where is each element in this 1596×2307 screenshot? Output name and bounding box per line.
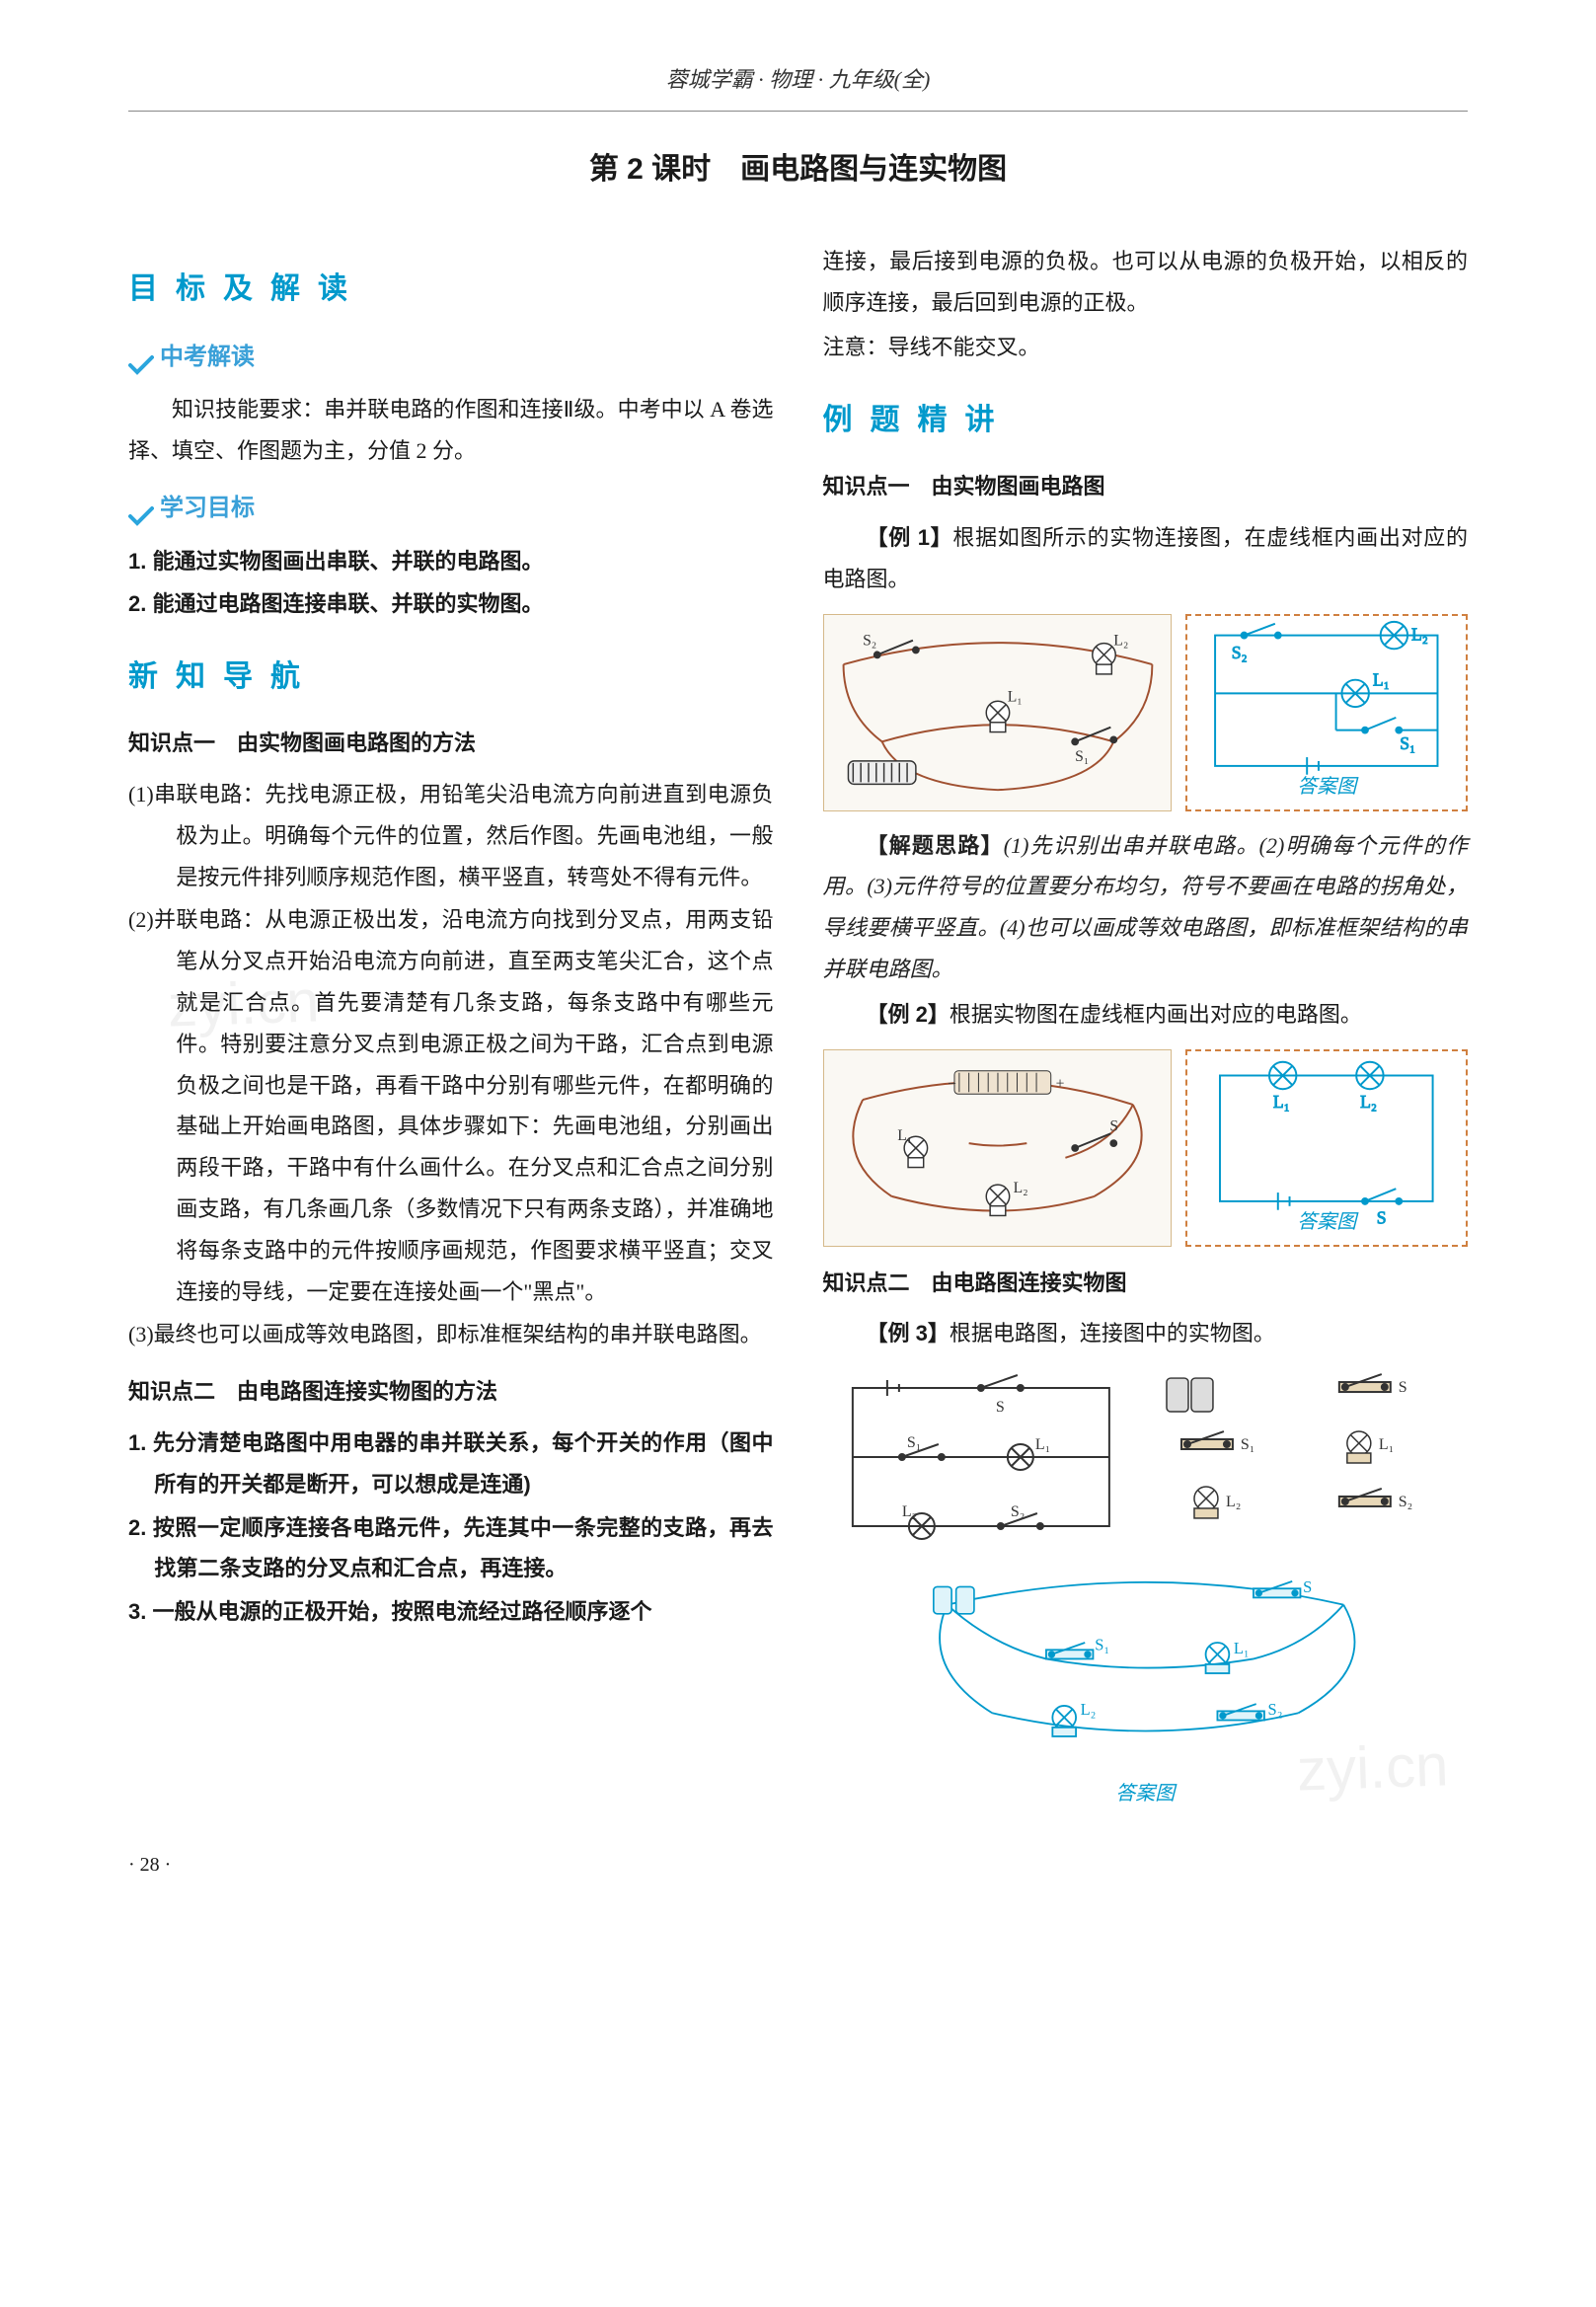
k2-item2: 2. 按照一定顺序连接各电路元件，先连其中一条完整的支路，再去找第二条支路的分叉…: [128, 1507, 774, 1590]
ans2-L2: L₂: [1361, 1091, 1378, 1111]
subheading-xuexi-label: 学习目标: [160, 486, 255, 531]
figure3-components: S S₁ L₁ L₂ S₂: [1152, 1368, 1468, 1546]
f3-L1: L₁: [1034, 1436, 1049, 1453]
left-column: 目标及解读 中考解读 知识技能要求：串并联电路的作图和连接Ⅱ级。中考中以 A 卷…: [128, 237, 774, 1816]
k2-item2-text: 2. 按照一定顺序连接各电路元件，先连其中一条完整的支路，再去找第二条支路的分叉…: [128, 1515, 774, 1581]
subheading-xuexi: 学习目标: [128, 486, 774, 531]
svg-text:+: +: [1055, 1075, 1064, 1092]
figure3-answer: S S₁ L₁ L₂ S₂ 答案图: [887, 1560, 1404, 1812]
ans1-L1: L₁: [1373, 669, 1390, 689]
ex3-text: 根据电路图，连接图中的实物图。: [950, 1321, 1275, 1346]
check-icon: [128, 498, 154, 519]
a3-S2: S₂: [1267, 1700, 1282, 1719]
ex1-sol-label: 【解题思路】: [867, 833, 1004, 858]
ans1-S2: S₂: [1232, 643, 1248, 662]
ex2: 【例 2】根据实物图在虚线框内画出对应的电路图。: [823, 994, 1469, 1036]
page-number: · 28 ·: [128, 1846, 1468, 1884]
label-L2: L₂: [1113, 632, 1128, 649]
answer-caption-2: 答案图: [1187, 1203, 1466, 1241]
k1-heading: 知识点一 由实物图画电路图的方法: [128, 723, 774, 764]
k1-item2: (2)并联电路：从电源正极出发，沿电流方向找到分叉点，用两支铅笔从分叉点开始沿电…: [128, 899, 774, 1312]
answer-caption-1: 答案图: [1187, 768, 1466, 806]
k2-item3: 3. 一般从电源的正极开始，按照电流经过路径顺序逐个: [128, 1591, 774, 1633]
figure1-answer: S₂ L₂ L₁ S₁ 答案图: [1185, 614, 1468, 811]
figure3-diagram: S S₁ L₁ L₂ S₂: [823, 1368, 1139, 1546]
figure3-row: S S₁ L₁ L₂ S₂: [823, 1368, 1469, 1546]
cont-p1: 连接，最后接到电源的负极。也可以从电源的负极开始，以相反的顺序连接，最后回到电源…: [823, 241, 1469, 324]
f3-S: S: [995, 1399, 1004, 1416]
ex2-label: 【例 2】: [867, 1002, 950, 1027]
ex3: 【例 3】根据电路图，连接图中的实物图。: [823, 1313, 1469, 1354]
subheading-zhongkao: 中考解读: [128, 335, 774, 380]
ans1-L2: L₂: [1411, 624, 1428, 644]
k2-item1: 1. 先分清楚电路图中用电器的串并联关系，每个开关的作用（图中所有的开关都是断开…: [128, 1423, 774, 1505]
label-S2: S₂: [863, 632, 876, 649]
k1-item1: (1)串联电路：先找电源正极，用铅笔尖沿电流方向前进直到电源负极为止。明确每个元…: [128, 774, 774, 897]
k2-heading: 知识点二 由电路图连接实物图的方法: [128, 1371, 774, 1413]
label-S1: S₁: [1075, 747, 1089, 764]
figure1-physical: S₂ L₂ L₁ S₁: [823, 614, 1173, 811]
f3-S1: S₁: [906, 1434, 920, 1451]
figure2-physical: − + L₁ L₂ S: [823, 1049, 1173, 1247]
ans1-S1: S₁: [1401, 733, 1416, 753]
ex1-solution: 【解题思路】(1)先识别出串并联电路。(2)明确每个元件的作用。(3)元件符号的…: [823, 825, 1469, 990]
k2-item1-text: 1. 先分清楚电路图中用电器的串并联关系，每个开关的作用（图中所有的开关都是断开…: [128, 1430, 774, 1497]
c-L1: L₁: [1379, 1436, 1394, 1453]
rk1-heading: 知识点一 由实物图画电路图: [823, 466, 1469, 507]
goal-2: 2. 能通过电路图连接串联、并联的实物图。: [128, 583, 774, 625]
a3-L1: L₁: [1234, 1639, 1250, 1657]
label2-L2: L₂: [1013, 1180, 1027, 1196]
label-L1: L₁: [1007, 688, 1022, 705]
f3-S2: S₂: [1010, 1503, 1024, 1520]
a3-L2: L₂: [1081, 1700, 1097, 1719]
ex1: 【例 1】根据如图所示的实物连接图，在虚线框内画出对应的电路图。: [823, 517, 1469, 600]
goal-1: 1. 能通过实物图画出串联、并联的电路图。: [128, 541, 774, 582]
ex1-label: 【例 1】: [867, 525, 953, 550]
section-objectives: 目标及解读: [128, 261, 774, 317]
c-S2: S₂: [1399, 1494, 1412, 1510]
c-L2: L₂: [1226, 1494, 1241, 1510]
a3-S1: S₁: [1095, 1635, 1109, 1653]
check-icon: [128, 346, 154, 368]
svg-text:−: −: [948, 1075, 956, 1092]
ans2-L1: L₁: [1273, 1091, 1290, 1111]
a3-S: S: [1303, 1577, 1312, 1596]
ex3-label: 【例 3】: [867, 1321, 950, 1346]
zhongkao-text: 知识技能要求：串并联电路的作图和连接Ⅱ级。中考中以 A 卷选择、填空、作图题为主…: [128, 389, 774, 472]
figure2-answer: L₁ L₂ S 答案图: [1185, 1049, 1468, 1247]
ex2-text: 根据实物图在虚线框内画出对应的电路图。: [950, 1002, 1362, 1027]
f3-L2: L₂: [901, 1503, 916, 1520]
lesson-title: 第 2 课时 画电路图与连实物图: [128, 141, 1468, 197]
rk2-heading: 知识点二 由电路图连接实物图: [823, 1263, 1469, 1304]
page-header: 蓉城学霸 · 物理 · 九年级(全): [128, 59, 1468, 112]
figure2-row: − + L₁ L₂ S: [823, 1049, 1469, 1247]
c-S1: S₁: [1241, 1436, 1254, 1453]
k2-item3-text: 3. 一般从电源的正极开始，按照电流经过路径顺序逐个: [128, 1599, 651, 1624]
right-column: 连接，最后接到电源的负极。也可以从电源的负极开始，以相反的顺序连接，最后回到电源…: [823, 237, 1469, 1816]
label2-S: S: [1109, 1117, 1118, 1134]
figure1-row: S₂ L₂ L₁ S₁: [823, 614, 1469, 811]
cont-p2: 注意：导线不能交叉。: [823, 327, 1469, 368]
section-xinzhi: 新知导航: [128, 649, 774, 705]
answer-caption-3: 答案图: [887, 1775, 1404, 1812]
k1-item3: (3)最终也可以画成等效电路图，即标准框架结构的串并联电路图。: [128, 1314, 774, 1355]
label2-L1: L₁: [897, 1127, 912, 1144]
c-S: S: [1399, 1379, 1407, 1396]
subheading-zhongkao-label: 中考解读: [160, 335, 255, 380]
section-liti: 例题精讲: [823, 392, 1469, 448]
